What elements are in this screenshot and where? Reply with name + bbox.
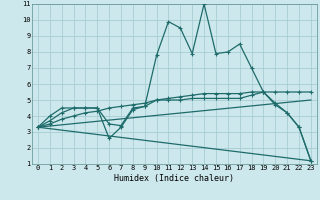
X-axis label: Humidex (Indice chaleur): Humidex (Indice chaleur) [115, 174, 234, 183]
